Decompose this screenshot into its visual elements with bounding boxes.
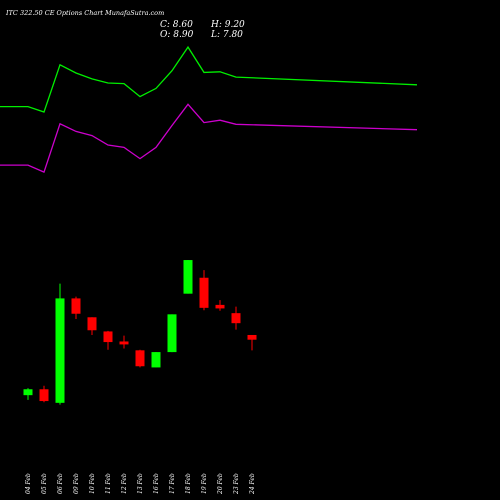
x-tick-label: 19 Feb (201, 473, 208, 494)
band-line-2 (0, 103, 418, 173)
low-value: L: 7.80 (211, 30, 243, 40)
candle (103, 330, 113, 350)
candle (183, 260, 193, 294)
candle (199, 270, 209, 311)
candle-body (39, 389, 49, 402)
candle-body (119, 341, 129, 345)
x-tick-label: 23 Feb (233, 473, 240, 495)
candle-body (247, 334, 257, 340)
candle-body (215, 304, 225, 309)
x-tick-label: 06 Feb (57, 473, 64, 494)
x-tick-label: 13 Feb (137, 473, 144, 494)
candle-body (55, 298, 65, 403)
candle-body (183, 260, 193, 294)
x-tick-label: 18 Feb (185, 473, 192, 494)
candle (71, 296, 81, 320)
close-value: C: 8.60 (160, 20, 193, 30)
x-tick-label: 10 Feb (89, 473, 96, 494)
candle (151, 352, 161, 368)
candle-body (151, 352, 161, 368)
chart-title: ITC 322.50 CE Options Chart MunafaSutra.… (6, 9, 165, 17)
candle (39, 385, 49, 403)
x-tick-label: 12 Feb (121, 473, 128, 494)
x-tick-label: 20 Feb (217, 473, 224, 495)
candle (231, 306, 241, 330)
high-value: H: 9.20 (211, 20, 245, 30)
candle-body (71, 298, 81, 314)
x-tick-label: 09 Feb (73, 473, 80, 494)
x-tick-label: 11 Feb (105, 473, 112, 494)
candle (247, 334, 257, 351)
candle-body (199, 277, 209, 308)
candle-body (135, 350, 145, 367)
band-lines (0, 45, 418, 173)
candle (215, 300, 225, 311)
x-tick-label: 24 Feb (249, 473, 256, 495)
candle (119, 335, 129, 349)
x-tick-label: 05 Feb (41, 473, 48, 494)
band-line-1 (0, 45, 418, 113)
candles (23, 260, 257, 405)
x-tick-label: 04 Feb (25, 473, 32, 494)
candle (167, 314, 177, 353)
candle-body (103, 331, 113, 343)
candle (55, 283, 65, 405)
x-tick-label: 16 Feb (153, 473, 160, 494)
candle (135, 349, 145, 368)
candle (23, 388, 33, 400)
candle-body (167, 314, 177, 353)
open-value: O: 8.90 (160, 30, 194, 40)
candle-body (23, 389, 33, 396)
candle (87, 317, 97, 335)
x-axis-tick-labels: 04 Feb 05 Feb 06 Feb 09 Feb 10 Feb 11 Feb 12 F… (25, 473, 256, 495)
candle-body (87, 317, 97, 331)
x-tick-label: 17 Feb (169, 473, 176, 494)
candle-body (231, 313, 241, 324)
